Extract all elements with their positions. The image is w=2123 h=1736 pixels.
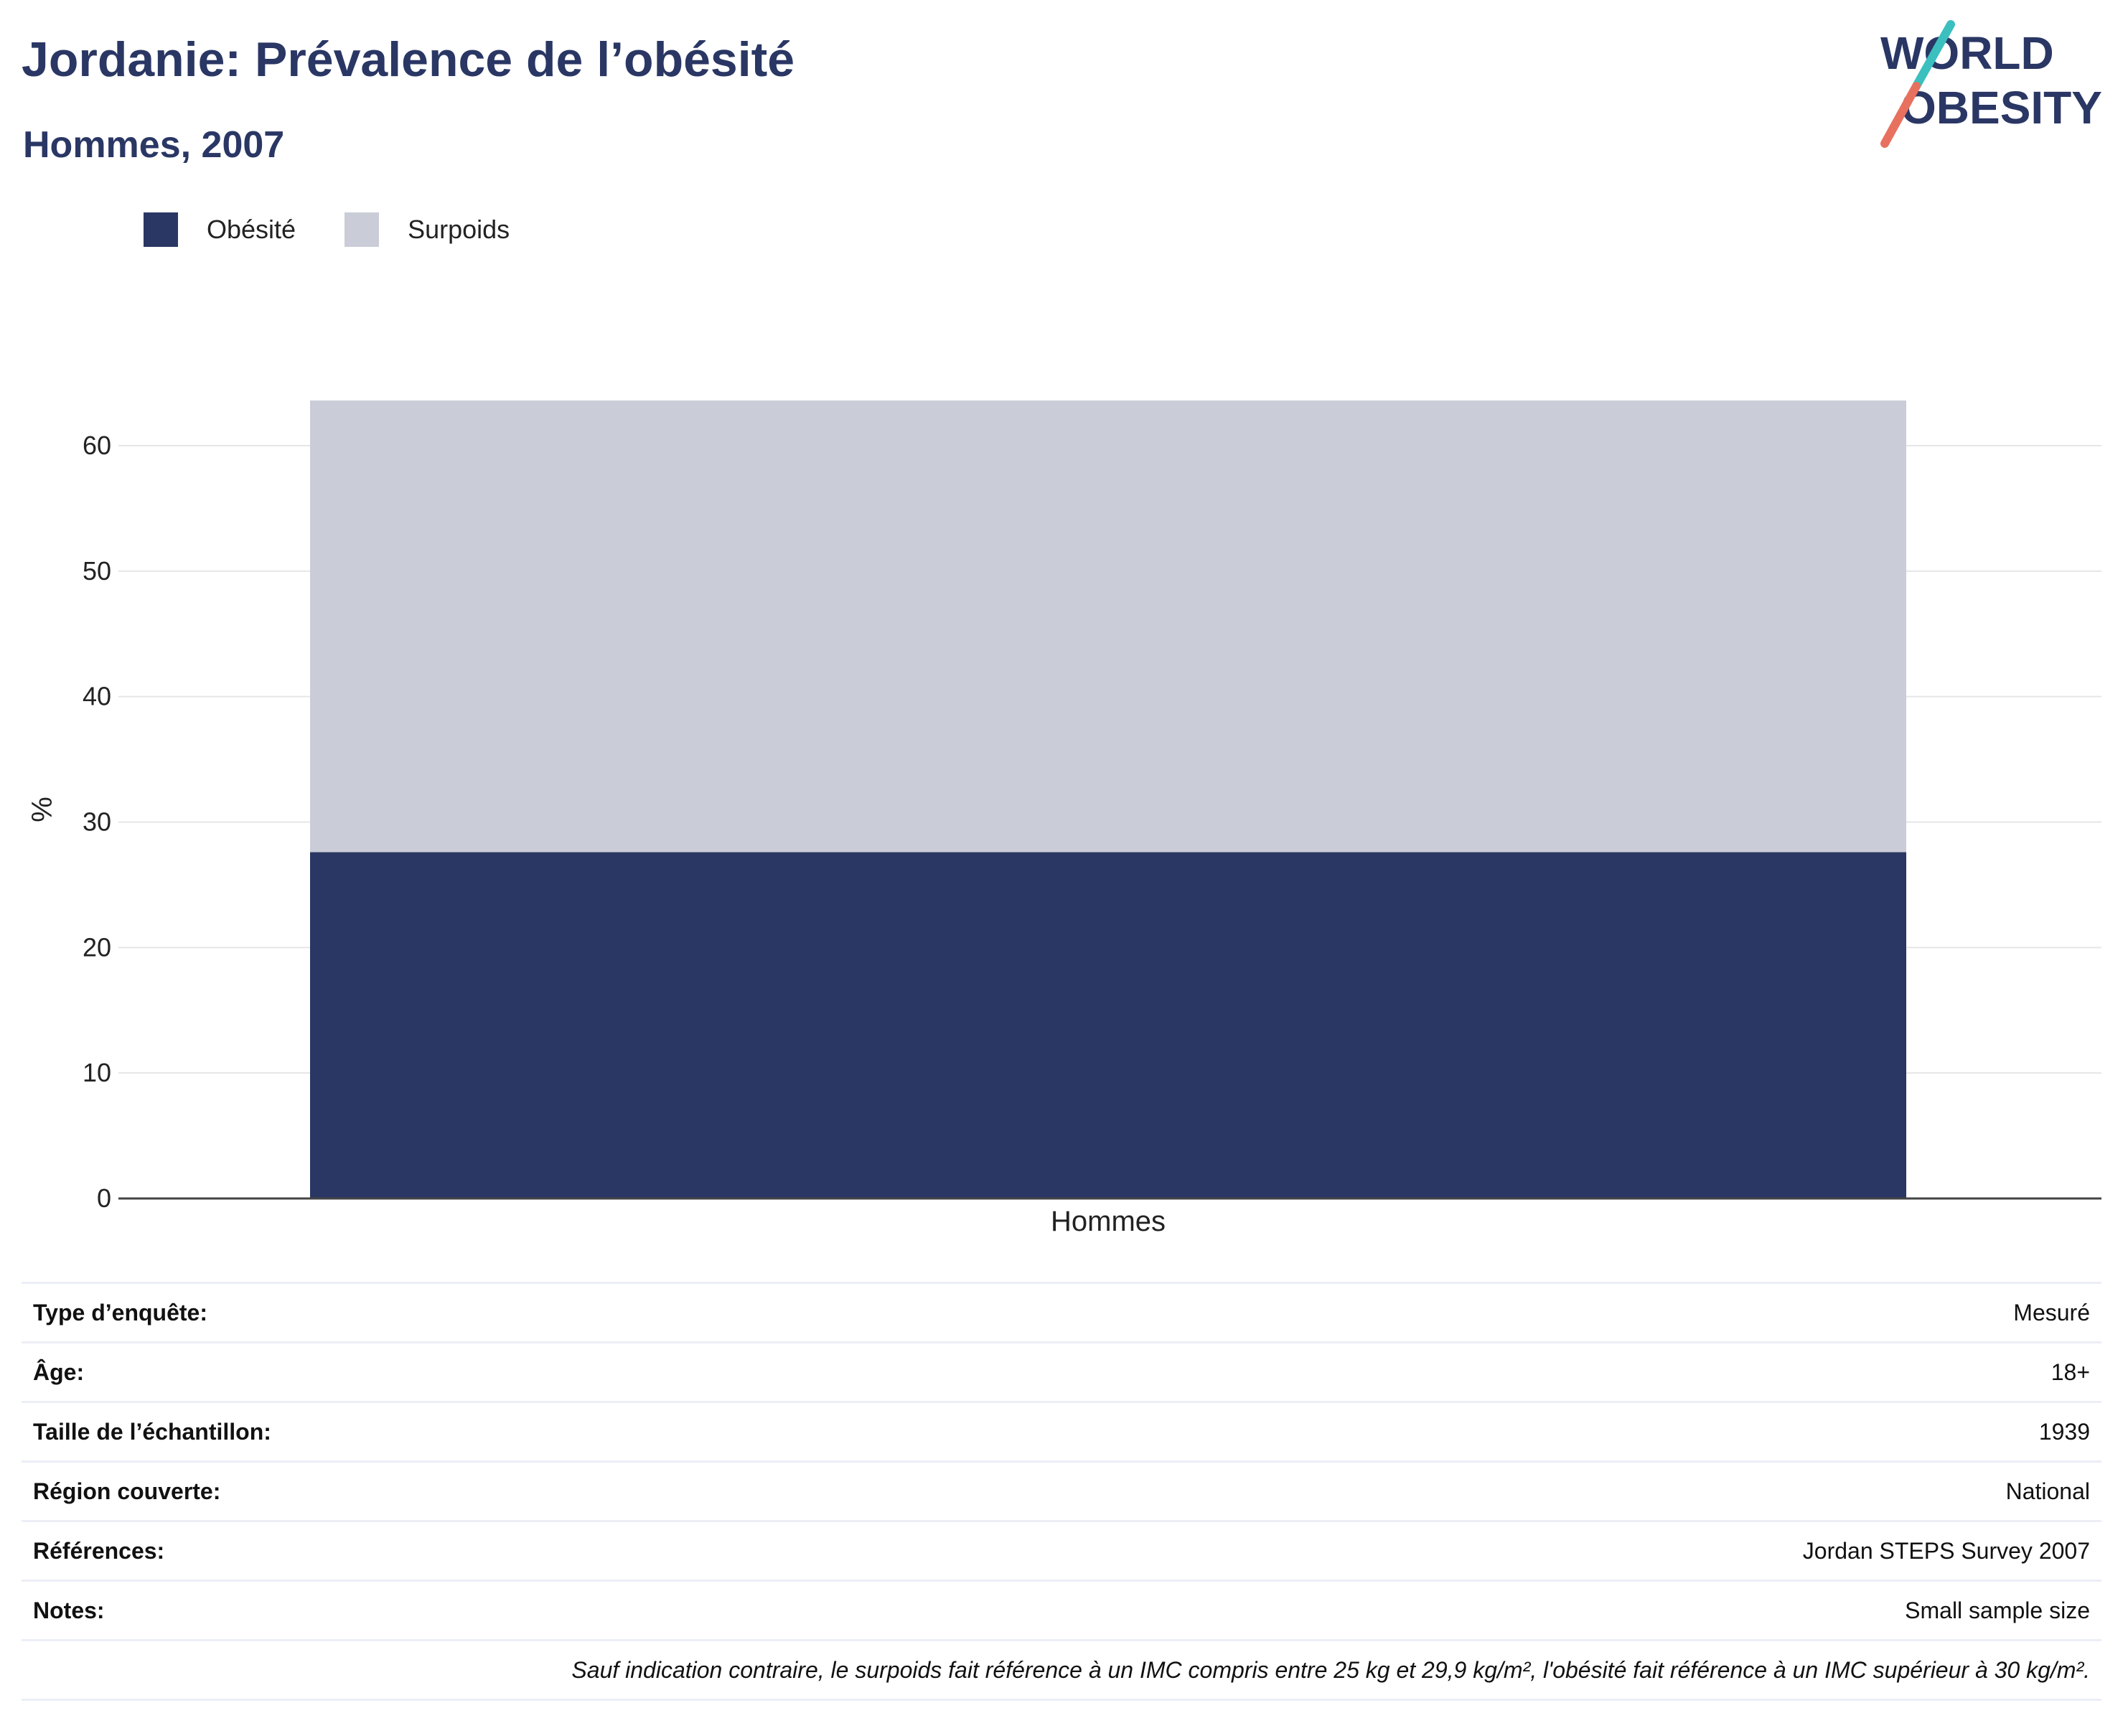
info-label: Région couverte: — [33, 1478, 221, 1504]
bar-chart: 0 10 20 30 40 50 60% Hommes — [27, 400, 2101, 1237]
info-label: Taille de l’échantillon: — [33, 1418, 271, 1445]
info-row-sample-size: Taille de l’échantillon: 1939 — [22, 1403, 2101, 1463]
bar-obesity — [310, 852, 1906, 1198]
info-value: Jordan STEPS Survey 2007 — [1802, 1537, 2090, 1564]
info-label: Type d’enquête: — [33, 1299, 207, 1326]
info-row-references: Références: Jordan STEPS Survey 2007 — [22, 1522, 2101, 1582]
legend-item-overweight[interactable]: Surpoids — [345, 212, 510, 247]
legend-swatch-obesity — [144, 212, 178, 247]
info-label: Références: — [33, 1537, 165, 1564]
info-label: Notes: — [33, 1597, 105, 1623]
page-subtitle: Hommes, 2007 — [23, 124, 285, 166]
y-tick-label: 0 — [97, 1183, 111, 1213]
x-tick-label: Hommes — [1051, 1206, 1166, 1237]
info-value: National — [2005, 1478, 2090, 1504]
y-tick-label: 50 — [83, 556, 111, 586]
y-tick-label: 40 — [83, 682, 111, 711]
chart-legend: Obésité Surpoids — [144, 212, 558, 247]
info-value: 1939 — [2038, 1418, 2090, 1445]
legend-label-obesity: Obésité — [207, 215, 296, 244]
page-title: Jordanie: Prévalence de l’obésité — [22, 32, 795, 87]
y-tick-label: 20 — [83, 932, 111, 962]
footnote: Sauf indication contraire, le surpoids f… — [22, 1641, 2101, 1701]
y-tick-label: 10 — [83, 1058, 111, 1087]
y-axis-title: % — [27, 797, 58, 822]
y-tick-label: 30 — [83, 807, 111, 837]
info-label: Âge: — [33, 1359, 85, 1385]
info-row-region: Région couverte: National — [22, 1463, 2101, 1522]
info-value: Mesuré — [2013, 1299, 2090, 1326]
info-row-notes: Notes: Small sample size — [22, 1582, 2101, 1641]
info-value: Small sample size — [1905, 1597, 2090, 1623]
legend-swatch-overweight — [345, 212, 380, 247]
info-row-age: Âge: 18+ — [22, 1343, 2101, 1403]
svg-text:WORLD: WORLD — [1880, 27, 2054, 79]
info-value: 18+ — [2051, 1359, 2090, 1385]
legend-item-obesity[interactable]: Obésité — [144, 212, 296, 247]
legend-label-overweight: Surpoids — [408, 215, 510, 244]
y-tick-label: 60 — [83, 431, 111, 460]
info-row-survey-type: Type d’enquête: Mesuré — [22, 1284, 2101, 1343]
svg-text:OBESITY: OBESITY — [1901, 82, 2102, 133]
world-obesity-logo: WORLD OBESITY — [1880, 20, 2102, 148]
bar-overweight — [310, 400, 1906, 853]
survey-info-table: Type d’enquête: Mesuré Âge: 18+ Taille d… — [22, 1282, 2101, 1701]
